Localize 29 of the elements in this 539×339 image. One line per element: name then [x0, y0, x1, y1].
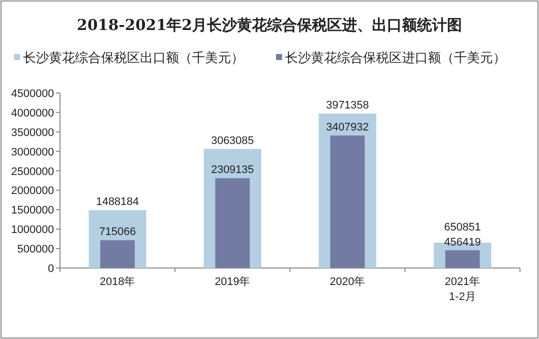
y-tick-label: 1500000 [11, 204, 54, 217]
x-tick-label: 2020年 [330, 276, 366, 288]
y-tick-label: 2500000 [11, 166, 54, 178]
x-tick-label: 2018年 [100, 276, 136, 288]
x-tick-label: 2021年 1-2月 [444, 276, 480, 303]
y-tick-label: 3500000 [11, 126, 54, 139]
y-tick-label: 4500000 [11, 88, 54, 100]
bar [445, 250, 480, 268]
bar [100, 240, 135, 268]
bar [330, 135, 365, 268]
legend-label: 长沙黄花综合保税区进口额（千美元） [285, 50, 506, 65]
data-label: 650851 [444, 221, 481, 234]
legend-label: 长沙黄花综合保税区出口额（千美元） [23, 50, 244, 65]
y-tick-label: 1000000 [11, 224, 54, 236]
data-label: 715066 [99, 226, 136, 238]
y-tick-label: 2000000 [11, 185, 54, 198]
y-tick-label: 500000 [17, 244, 54, 256]
data-label: 3063085 [211, 134, 254, 147]
data-label: 3407932 [326, 121, 369, 134]
bar [215, 178, 250, 268]
data-label: 1488184 [96, 196, 139, 208]
y-tick-label: 0 [48, 263, 54, 275]
data-label: 3971358 [326, 100, 369, 112]
data-label: 2309135 [211, 164, 254, 176]
chart-title: 2018-2021年2月长沙黄花综合保税区进、出口额统计图 [76, 16, 462, 34]
y-tick-label: 4000000 [11, 107, 54, 120]
x-tick-label: 2019年 [214, 276, 250, 288]
y-tick-label: 3000000 [11, 146, 54, 158]
data-label: 456419 [444, 236, 481, 248]
